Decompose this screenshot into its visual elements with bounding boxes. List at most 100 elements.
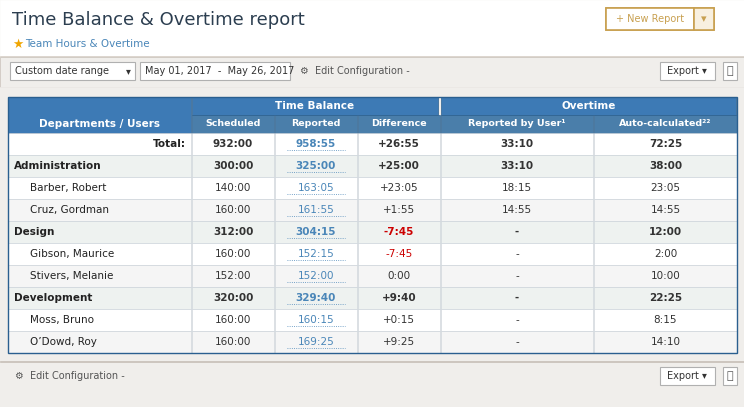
Text: Gibson, Maurice: Gibson, Maurice bbox=[30, 249, 115, 259]
Bar bbox=[723, 62, 737, 80]
Bar bbox=[441, 97, 736, 115]
Bar bbox=[723, 367, 737, 385]
Text: 0:00: 0:00 bbox=[388, 271, 411, 281]
Bar bbox=[8, 199, 191, 221]
Text: +0:15: +0:15 bbox=[383, 315, 415, 325]
Bar bbox=[192, 287, 274, 309]
Text: 38:00: 38:00 bbox=[649, 161, 682, 171]
Text: 312:00: 312:00 bbox=[213, 227, 253, 237]
Text: 14:10: 14:10 bbox=[650, 337, 681, 347]
Bar bbox=[8, 177, 191, 199]
Text: -: - bbox=[515, 249, 519, 259]
Text: Moss, Bruno: Moss, Bruno bbox=[30, 315, 94, 325]
Bar bbox=[441, 309, 593, 331]
Bar bbox=[275, 221, 357, 243]
Text: Overtime: Overtime bbox=[561, 101, 616, 111]
Bar bbox=[192, 199, 274, 221]
Bar bbox=[140, 62, 290, 80]
Text: 14:55: 14:55 bbox=[650, 205, 681, 215]
Bar bbox=[0, 361, 744, 407]
Bar bbox=[441, 243, 593, 265]
Bar bbox=[660, 367, 715, 385]
Text: ⚙  Edit Configuration -: ⚙ Edit Configuration - bbox=[300, 66, 410, 76]
Bar bbox=[275, 133, 357, 155]
Text: 2:00: 2:00 bbox=[654, 249, 677, 259]
Text: 304:15: 304:15 bbox=[296, 227, 336, 237]
Text: Export ▾: Export ▾ bbox=[667, 371, 707, 381]
Text: 329:40: 329:40 bbox=[296, 293, 336, 303]
Text: Reported by User¹: Reported by User¹ bbox=[468, 120, 566, 129]
Bar bbox=[594, 177, 737, 199]
Text: +9:40: +9:40 bbox=[382, 293, 417, 303]
Bar bbox=[358, 177, 440, 199]
Bar bbox=[192, 155, 274, 177]
Text: 33:10: 33:10 bbox=[501, 139, 533, 149]
Text: ★: ★ bbox=[12, 37, 23, 50]
Text: Scheduled: Scheduled bbox=[205, 120, 260, 129]
Bar bbox=[358, 133, 440, 155]
Text: -: - bbox=[515, 337, 519, 347]
Bar bbox=[192, 243, 274, 265]
Text: Stivers, Melanie: Stivers, Melanie bbox=[30, 271, 113, 281]
Bar bbox=[441, 199, 593, 221]
Bar bbox=[441, 155, 593, 177]
Text: 958:55: 958:55 bbox=[296, 139, 336, 149]
Text: Time Balance: Time Balance bbox=[275, 101, 355, 111]
Bar bbox=[358, 115, 440, 133]
Text: 160:00: 160:00 bbox=[215, 315, 251, 325]
Bar bbox=[192, 177, 274, 199]
Bar bbox=[275, 331, 357, 353]
Bar bbox=[192, 265, 274, 287]
Bar bbox=[275, 243, 357, 265]
Bar bbox=[275, 287, 357, 309]
Text: 325:00: 325:00 bbox=[296, 161, 336, 171]
Bar bbox=[606, 8, 714, 30]
Text: -: - bbox=[515, 293, 519, 303]
Bar bbox=[0, 56, 744, 57]
Text: Departments / Users: Departments / Users bbox=[39, 119, 160, 129]
Text: Difference: Difference bbox=[371, 120, 427, 129]
Bar bbox=[192, 309, 274, 331]
Bar bbox=[275, 177, 357, 199]
Text: Custom date range: Custom date range bbox=[15, 66, 109, 76]
Bar bbox=[8, 287, 191, 309]
Text: 33:10: 33:10 bbox=[501, 161, 533, 171]
Bar bbox=[694, 8, 714, 30]
Text: +9:25: +9:25 bbox=[383, 337, 415, 347]
Text: 169:25: 169:25 bbox=[298, 337, 334, 347]
Text: 160:00: 160:00 bbox=[215, 337, 251, 347]
Bar bbox=[594, 287, 737, 309]
Bar bbox=[594, 115, 737, 133]
Text: 140:00: 140:00 bbox=[215, 183, 251, 193]
Bar bbox=[8, 221, 191, 243]
Bar bbox=[594, 155, 737, 177]
Text: Barber, Robert: Barber, Robert bbox=[30, 183, 106, 193]
Text: Total:: Total: bbox=[153, 139, 186, 149]
Bar bbox=[10, 62, 135, 80]
Bar bbox=[358, 243, 440, 265]
Bar bbox=[275, 155, 357, 177]
Bar bbox=[441, 287, 593, 309]
Text: 160:15: 160:15 bbox=[298, 315, 334, 325]
Bar bbox=[275, 265, 357, 287]
Text: 152:00: 152:00 bbox=[298, 271, 334, 281]
Bar bbox=[8, 97, 191, 133]
Bar bbox=[192, 133, 274, 155]
Bar bbox=[441, 177, 593, 199]
Text: -: - bbox=[515, 315, 519, 325]
Bar bbox=[660, 62, 715, 80]
Text: -7:45: -7:45 bbox=[384, 227, 414, 237]
Text: Administration: Administration bbox=[14, 161, 102, 171]
Text: 8:15: 8:15 bbox=[654, 315, 677, 325]
Text: 152:15: 152:15 bbox=[298, 249, 334, 259]
Text: Team Hours & Overtime: Team Hours & Overtime bbox=[25, 39, 150, 49]
Text: ⎙: ⎙ bbox=[727, 371, 734, 381]
Text: May 01, 2017  -  May 26, 2017: May 01, 2017 - May 26, 2017 bbox=[145, 66, 295, 76]
Bar bbox=[275, 199, 357, 221]
Bar bbox=[192, 331, 274, 353]
Text: 72:25: 72:25 bbox=[649, 139, 682, 149]
Text: Cruz, Gordman: Cruz, Gordman bbox=[30, 205, 109, 215]
Bar bbox=[275, 115, 357, 133]
Bar bbox=[441, 265, 593, 287]
Text: 14:55: 14:55 bbox=[502, 205, 532, 215]
